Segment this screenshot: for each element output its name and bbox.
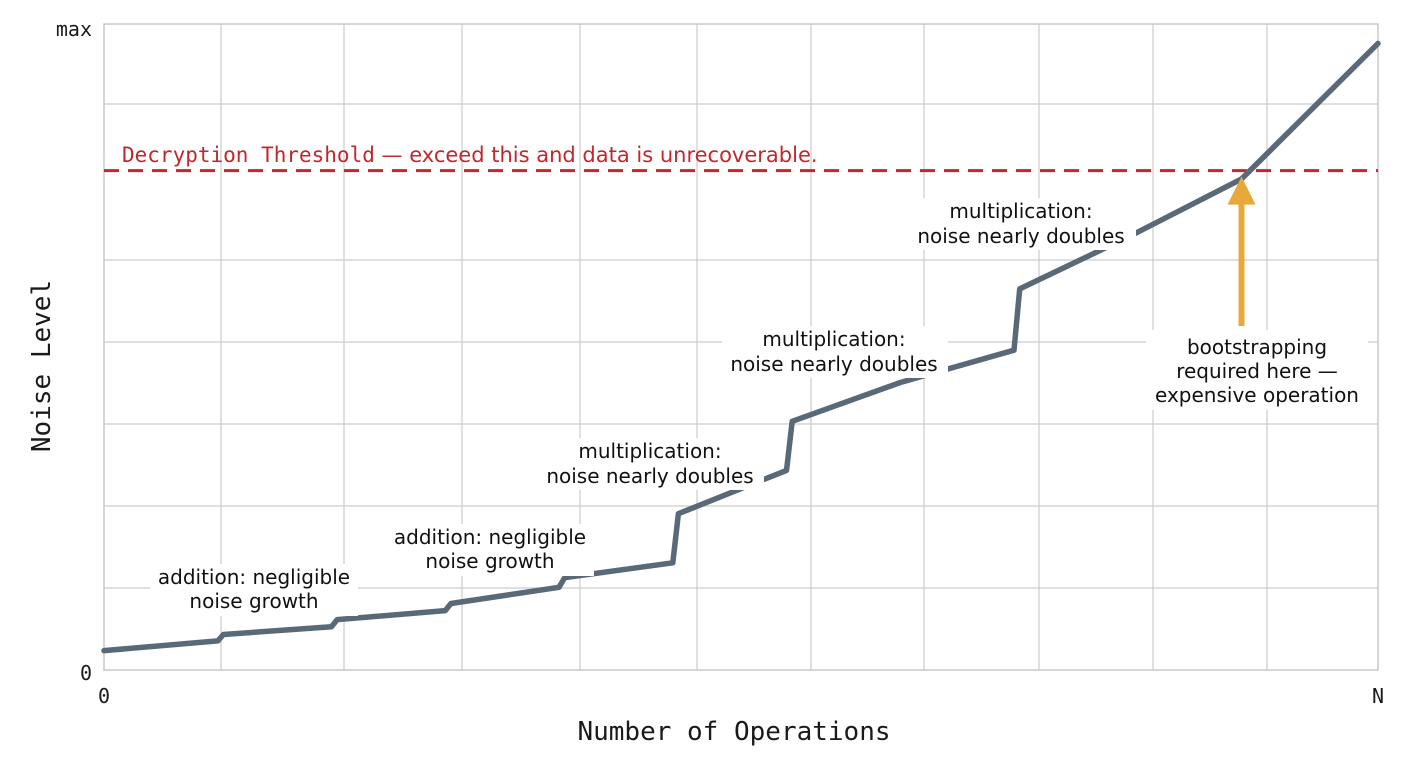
annotation-line: expensive operation [1155,383,1359,407]
annotation-line: noise growth [189,589,318,613]
annotation-background [1146,330,1368,410]
bootstrapping-arrow-head [1227,176,1256,205]
annotation-line: bootstrapping [1187,335,1327,359]
annotation-multiplication-3: multiplication: noise nearly doubles [910,198,1136,250]
annotation-line: multiplication: [762,327,905,351]
annotation-bootstrapping: bootstrapping required here — expensive … [1146,330,1368,410]
annotation-addition-1: addition: negligible noise growth [150,564,358,616]
annotation-line: noise growth [425,549,554,573]
annotation-background [386,524,594,576]
x-tick-n: N [1372,684,1384,708]
x-tick-zero: 0 [98,684,110,708]
annotation-line: noise nearly doubles [546,464,753,488]
annotation-line: noise nearly doubles [730,352,937,376]
threshold-label: Decryption Threshold — exceed this and d… [122,143,818,167]
bootstrapping-arrow [1227,176,1256,326]
annotation-line: multiplication: [578,439,721,463]
annotation-line: multiplication: [949,199,1092,223]
annotation-line: noise nearly doubles [917,224,1124,248]
annotation-line: required here — [1176,359,1338,383]
annotation-multiplication-2: multiplication: noise nearly doubles [722,326,948,378]
annotation-background [538,438,764,490]
annotation-background [722,326,948,378]
annotation-line: addition: negligible [394,525,586,549]
plot-frame [103,23,1379,671]
plot-border [103,23,1379,671]
annotation-line: addition: negligible [158,565,350,589]
x-axis-title: Number of Operations [577,717,890,747]
annotation-multiplication-1: multiplication: noise nearly doubles [538,438,764,490]
threshold-label-prefix: Decryption Threshold [122,143,375,167]
annotation-addition-2: addition: negligible noise growth [386,524,594,576]
threshold-label-suffix: — exceed this and data is unrecoverable. [375,143,818,167]
y-axis-title: Noise Level [27,280,57,452]
y-tick-max: max [56,17,92,41]
annotation-background [150,564,358,616]
annotation-background [910,198,1136,250]
y-tick-zero: 0 [80,661,92,685]
